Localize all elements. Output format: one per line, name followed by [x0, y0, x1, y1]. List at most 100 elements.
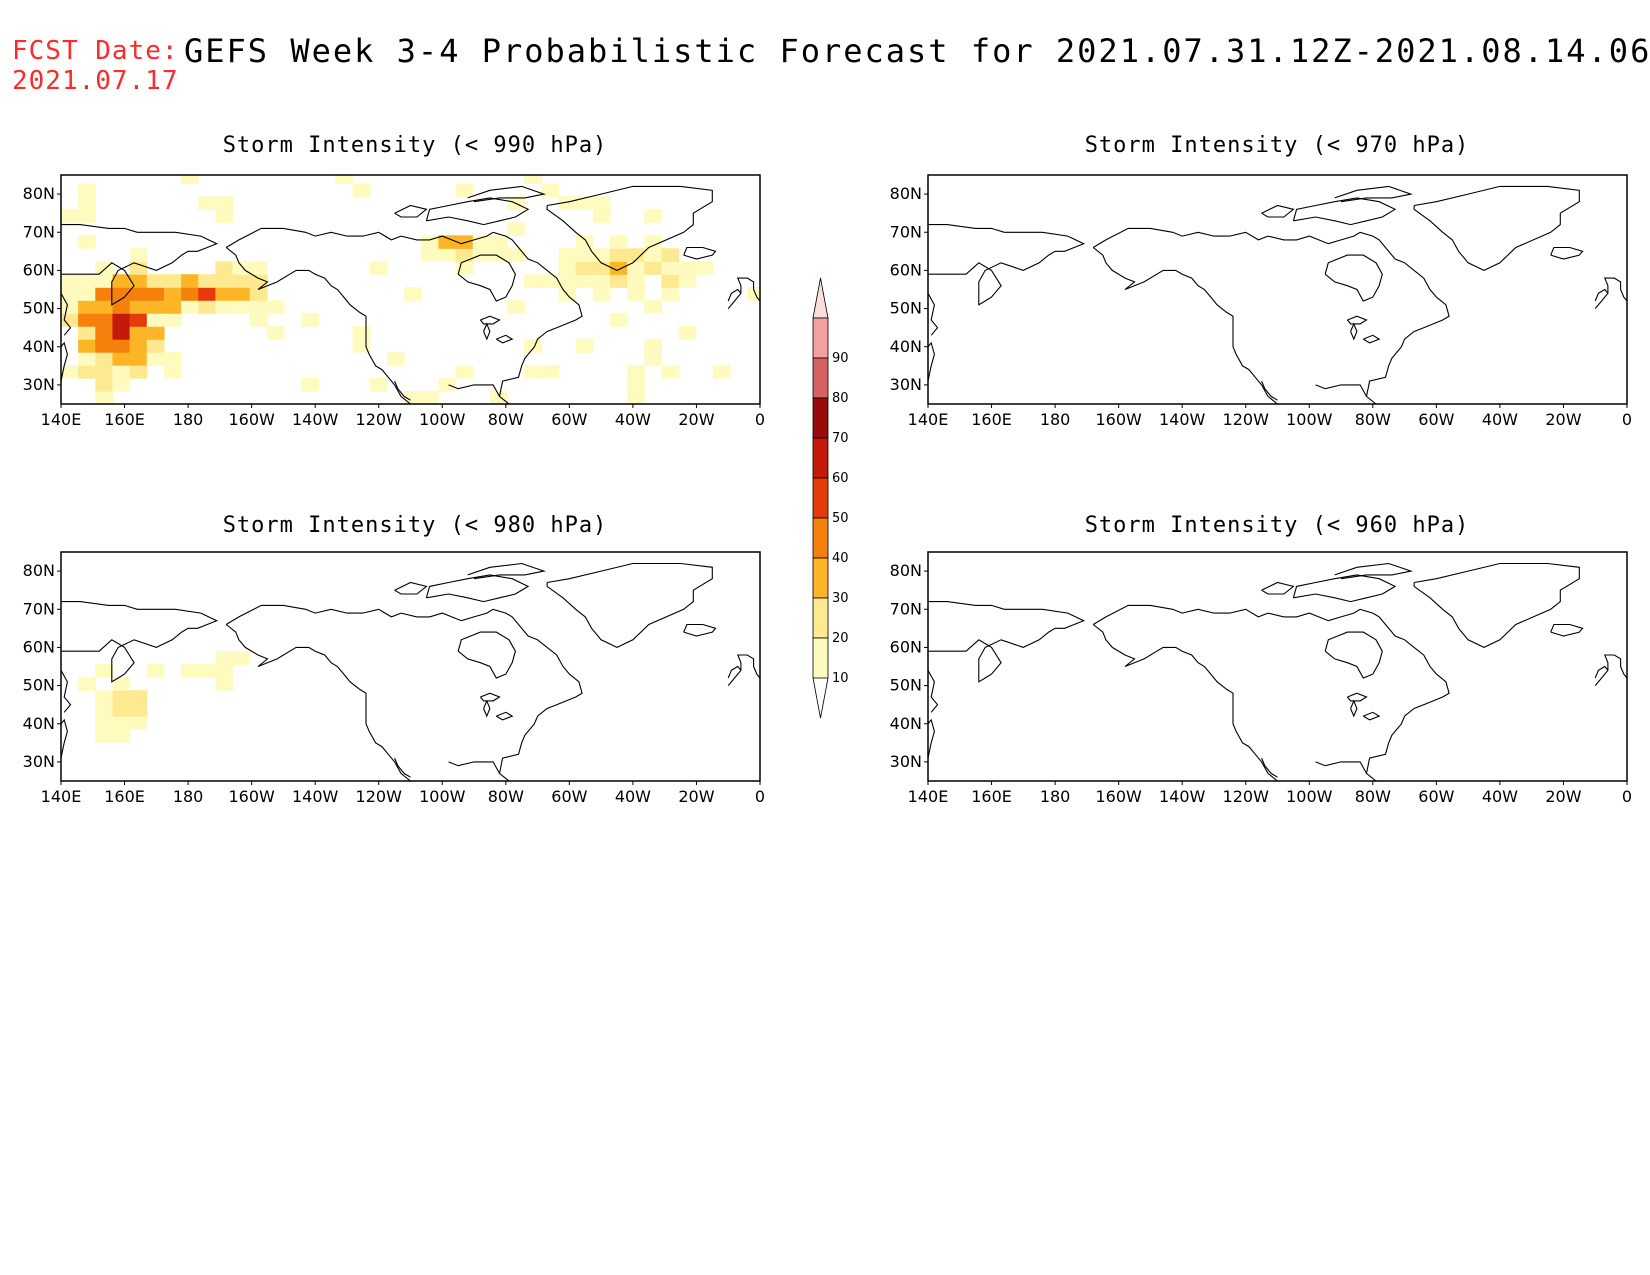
probability-cell: [644, 339, 663, 353]
colorbar-swatch: [812, 397, 829, 439]
forecast-date-label: FCST Date:: [12, 36, 179, 66]
probability-cell: [678, 261, 697, 275]
probability-cell: [301, 378, 319, 392]
probability-cell: [61, 209, 79, 223]
probability-cell: [592, 248, 611, 262]
probability-cell: [627, 287, 645, 301]
probability-cell: [610, 313, 628, 327]
lat-tick-label: 40N: [23, 714, 55, 733]
map-panel-1: 80N 70N 60N 50N 40N 30N 140E 160E 180 160W 140W 120…: [890, 174, 1632, 429]
colorbar-arrow-top: [812, 277, 829, 319]
probability-cell: [112, 690, 131, 704]
lon-tick-label: 160W: [228, 787, 275, 806]
lon-tick-label: 140E: [908, 787, 949, 806]
probability-cell: [129, 313, 148, 327]
probability-cell: [163, 352, 182, 366]
probability-cell: [232, 287, 251, 301]
colorbar-level-label: 50: [832, 511, 849, 526]
colorbar-arrow-bottom: [812, 677, 829, 719]
coastline: [400, 231, 583, 404]
probability-cell: [558, 196, 577, 210]
lon-tick-label: 180: [1040, 410, 1071, 429]
coastline: [1092, 227, 1269, 248]
probability-cell: [112, 716, 131, 730]
probability-cell: [181, 300, 199, 314]
probability-cell: [198, 300, 217, 314]
probability-cell: [232, 274, 251, 288]
lon-tick-label: 40W: [1482, 410, 1518, 429]
probability-cell: [78, 352, 96, 366]
probability-cell: [644, 248, 663, 262]
lon-tick-label: 60W: [551, 787, 587, 806]
probability-cell: [95, 326, 114, 340]
coastline: [1324, 631, 1383, 679]
probability-cell: [78, 196, 96, 210]
lon-tick-label: 40W: [615, 787, 651, 806]
probability-cell: [129, 248, 148, 262]
lon-tick-label: 180: [173, 410, 204, 429]
coastline: [1315, 384, 1367, 397]
main-title: GEFS Week 3-4 Probabilistic Forecast for…: [184, 32, 1650, 70]
probability-cell: [592, 274, 611, 288]
probability-cell: [352, 183, 371, 197]
coastline: [1363, 711, 1381, 721]
probability-cell: [112, 326, 131, 340]
probability-cell: [146, 287, 165, 301]
probability-cell: [61, 274, 79, 288]
probability-cell: [232, 651, 251, 665]
probability-cell: [163, 365, 182, 379]
coastline: [448, 384, 500, 397]
lon-tick-label: 120W: [1223, 787, 1270, 806]
lon-tick-label: 140W: [1159, 787, 1206, 806]
lon-tick-label: 140W: [292, 410, 339, 429]
lon-tick-label: 140E: [41, 787, 82, 806]
probability-cell: [369, 378, 388, 392]
probability-cell: [661, 287, 680, 301]
probability-cell: [129, 326, 148, 340]
probability-cell: [558, 261, 577, 275]
probability-cell: [249, 287, 268, 301]
coastline: [1363, 334, 1381, 344]
coastline: [457, 254, 516, 302]
lon-tick-label: 80W: [1355, 787, 1391, 806]
coastline: [928, 718, 935, 759]
probability-cell: [524, 274, 543, 288]
coastline: [225, 227, 402, 248]
lon-tick-label: 160E: [971, 410, 1012, 429]
lon-tick-label: 100W: [1286, 410, 1333, 429]
probability-cell: [644, 352, 663, 366]
lon-tick-label: 0: [755, 410, 765, 429]
coastline: [1550, 246, 1584, 260]
probability-cell: [455, 248, 474, 262]
probability-cell: [129, 274, 148, 288]
probability-cell: [627, 391, 645, 404]
forecast-date-value: 2021.07.17: [12, 66, 179, 96]
probability-cell: [78, 209, 96, 223]
probability-cell: [661, 248, 680, 262]
probability-cell: [558, 248, 577, 262]
probability-cell: [747, 287, 760, 301]
probability-cell: [95, 703, 114, 717]
coastline: [546, 562, 713, 649]
coastline: [1261, 204, 1295, 218]
probability-cell: [181, 287, 199, 301]
probability-cell: [163, 300, 182, 314]
coastline: [1315, 761, 1367, 774]
coastline: [394, 581, 428, 595]
coastline: [483, 322, 491, 341]
probability-cell: [438, 378, 457, 392]
coastline: [1292, 197, 1397, 226]
probability-cell: [78, 313, 96, 327]
coastline: [1092, 624, 1278, 781]
probability-cell: [541, 274, 560, 288]
probability-cell: [627, 378, 645, 392]
coastline: [1261, 380, 1278, 401]
probability-cell: [575, 274, 594, 288]
lat-tick-label: 40N: [890, 337, 922, 356]
coastline: [448, 761, 500, 774]
coastline: [496, 334, 514, 344]
lat-tick-label: 50N: [890, 676, 922, 695]
probability-cell: [266, 300, 285, 314]
colorbar-level-label: 90: [832, 351, 849, 366]
coastline: [425, 197, 530, 226]
